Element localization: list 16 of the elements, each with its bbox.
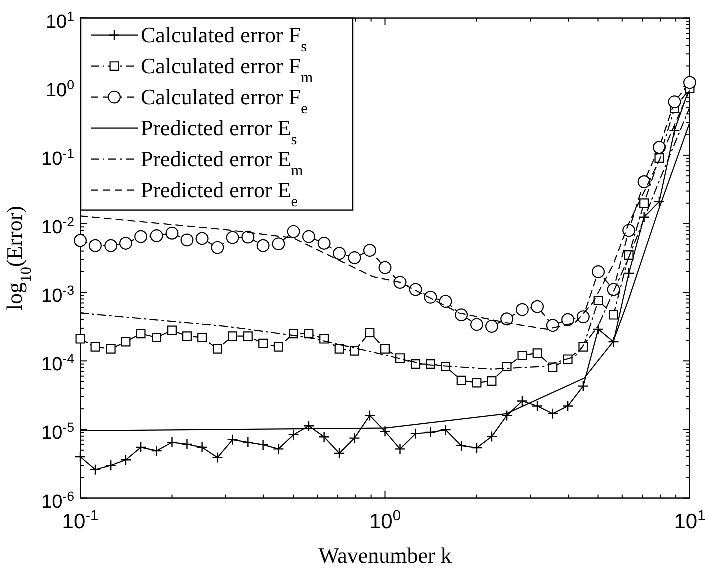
y-tick-label: 10$^{1}$ [46,8,74,33]
y-tick-label: 10$^{0}$ [46,76,74,102]
x-tick-label: 10$^{0}$ [369,508,402,534]
y-tick-label: 10$^{-4}$ [42,351,74,376]
legend-label: Predicted error E$_{m}$ [141,146,304,179]
x-axis-title: Wavenumber k [318,543,452,568]
legend-label: Calculated error F$_{m}$ [141,53,314,86]
x-tick-label: 10$^{1}$ [674,508,705,534]
y-tick-label: 10$^{-5}$ [42,420,74,444]
legend-label: Predicted error E$_{e}$ [141,177,298,210]
legend-label: Predicted error E$_{s}$ [141,115,298,148]
y-tick-label: 10$^{-1}$ [42,145,74,170]
legend-label: Calculated error F$_{e}$ [141,84,308,117]
y-tick-label: 10$^{-3}$ [42,282,74,308]
y-tick-label: 10$^{-2}$ [42,214,74,239]
legend-label: Calculated error F$_{s}$ [141,22,308,55]
